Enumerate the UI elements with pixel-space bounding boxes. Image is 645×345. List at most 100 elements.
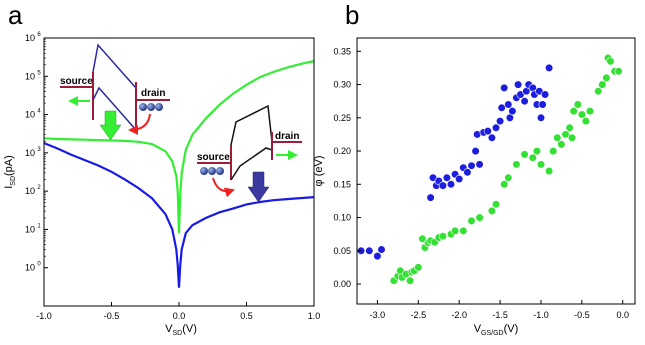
panel-b-point-series-0: [373, 252, 382, 261]
panel-b-xtick-label: -3.0: [370, 310, 386, 320]
panel-a-ytick-label: 10: [25, 33, 35, 43]
panel-a-curves: [44, 60, 314, 288]
inset-left-source-label: source: [60, 76, 93, 87]
panel-a-ytick-exp: 2: [37, 185, 41, 191]
panel-b-point-series-1: [438, 232, 448, 241]
panel-b-ytick-label: 0.15: [333, 179, 351, 189]
panel-a-xtick-label: -0.5: [104, 311, 120, 321]
panel-a-series-0: [44, 60, 314, 234]
panel-b-point-series-0: [442, 173, 452, 182]
panel-a-ytick-exp: 1: [37, 223, 41, 229]
panel-a-xtick-label: -1.0: [36, 311, 52, 321]
panel-b-point-series-0: [426, 193, 435, 202]
panel-b-y-ticks: 0.00 0.05 0.10 0.15 0.20 0.25 0.30 0.35: [333, 46, 361, 289]
panel-b-point-series-0: [487, 133, 497, 142]
panel-b-point-series-1: [567, 133, 577, 142]
panel-b-point-series-1: [532, 147, 542, 156]
panel-b-point-series-0: [504, 100, 513, 109]
panel-b-xtick-label: -2.0: [451, 310, 467, 320]
panel-b-point-series-0: [520, 97, 529, 106]
panel-a-inset-left: source drain: [60, 43, 170, 141]
panel-b-xtick-label: -1.5: [492, 310, 508, 320]
panel-b-point-series-1: [585, 106, 595, 116]
panel-b-ytick-label: 0.00: [333, 279, 351, 289]
panel-b-xtick-label: -2.5: [411, 310, 427, 320]
panel-b-point-series-0: [508, 106, 517, 116]
panel-b-ylabel: φ (eV): [313, 156, 325, 187]
panel-b-point-series-1: [475, 213, 484, 222]
panel-a-xtick-label: 0.0: [173, 311, 186, 321]
panel-b-xtick-label: -1.0: [533, 310, 549, 320]
panel-b-point-series-1: [602, 73, 611, 82]
panel-a-ytick-exp: 3: [37, 147, 41, 153]
panel-b-point-series-1: [598, 80, 607, 89]
panel-a-ylabel: ISD(pA): [3, 155, 17, 189]
panel-b-point-series-1: [520, 150, 529, 159]
panel-b-point-series-1: [504, 173, 513, 182]
panel-b-point-series-0: [483, 127, 492, 136]
panel-a-xtick-label: 1.0: [308, 311, 321, 321]
panel-b-xlabel: VGS/GD(V): [474, 323, 519, 337]
panel-b-point-series-0: [463, 168, 472, 177]
panel-b-point-series-1: [536, 160, 546, 169]
panel-b-point-series-0: [455, 174, 464, 184]
panel-b-point-series-1: [459, 226, 468, 235]
panel-a-series-1: [44, 142, 314, 288]
panel-b-point-series-0: [475, 160, 484, 169]
panel-b-ytick-label: 0.25: [333, 113, 351, 123]
panel-b-ytick-label: 0.10: [333, 213, 351, 223]
panel-b-point-series-0: [377, 245, 386, 254]
panel-a-ytick-exp: 6: [37, 32, 41, 38]
inset-right-drain-label: drain: [275, 131, 299, 142]
panel-b-point-series-1: [406, 276, 415, 285]
panel-b-point-series-1: [573, 100, 582, 109]
panel-b-point-series-0: [496, 116, 505, 126]
panel-a-inset-right: source drain: [197, 104, 302, 203]
panel-b-points: [357, 53, 623, 285]
panel-a-xtick-label: 0.5: [240, 311, 253, 321]
panel-a-ytick-label: 10: [25, 110, 35, 120]
panel-b-point-series-0: [536, 113, 546, 122]
panel-b: b -3.0 -2.5 -2.0 -1.5 -1.0 -0.5 0.0 0.000.050.…: [313, 0, 636, 337]
panel-b-point-series-0: [438, 181, 448, 190]
panel-b-point-series-1: [606, 57, 615, 66]
panel-a-label: a: [8, 0, 23, 30]
panel-b-ytick-label: 0.20: [333, 146, 351, 156]
panel-b-point-series-1: [414, 263, 423, 272]
panel-a-ytick-exp: 4: [37, 109, 41, 115]
panel-b-point-series-1: [500, 180, 509, 189]
panel-a-ytick-label: 10: [25, 224, 35, 234]
panel-b-point-series-1: [418, 234, 427, 243]
panel-b-point-series-1: [577, 110, 587, 119]
panel-b-point-series-1: [549, 147, 558, 156]
panel-b-point-series-1: [553, 133, 562, 142]
panel-b-point-series-1: [491, 200, 501, 209]
panel-b-point-series-0: [446, 180, 456, 189]
panel-b-point-series-1: [581, 116, 591, 126]
panel-b-point-series-1: [565, 123, 574, 132]
panel-b-frame: [356, 37, 636, 305]
panel-a-ytick-label: 10: [25, 71, 35, 81]
panel-b-point-series-0: [365, 246, 374, 255]
panel-a-ytick-exp: 0: [37, 262, 41, 268]
panel-b-xtick-label: -0.5: [574, 310, 590, 320]
panel-b-point-series-1: [512, 160, 521, 169]
panel-a-xlabel: VSD(V): [165, 323, 197, 337]
panel-b-point-series-1: [614, 67, 623, 76]
panel-a-x-ticks: -1.0 -0.5 0.0 0.5 1.0: [36, 302, 320, 321]
panel-b-point-series-0: [471, 147, 480, 156]
panel-b-label: b: [345, 0, 359, 30]
panel-b-point-series-0: [544, 63, 554, 72]
panel-b-point-series-1: [528, 153, 537, 162]
panel-b-point-series-1: [569, 106, 578, 116]
panel-b-point-series-0: [513, 80, 523, 89]
inset-left-drain-label: drain: [141, 88, 165, 99]
panel-b-point-series-1: [487, 206, 497, 215]
panel-b-xtick-label: 0.0: [616, 310, 629, 320]
panel-a-ytick-label: 10: [25, 263, 35, 273]
panel-a-ytick-exp: 5: [37, 70, 41, 76]
panel-a-ytick-label: 10: [25, 148, 35, 158]
